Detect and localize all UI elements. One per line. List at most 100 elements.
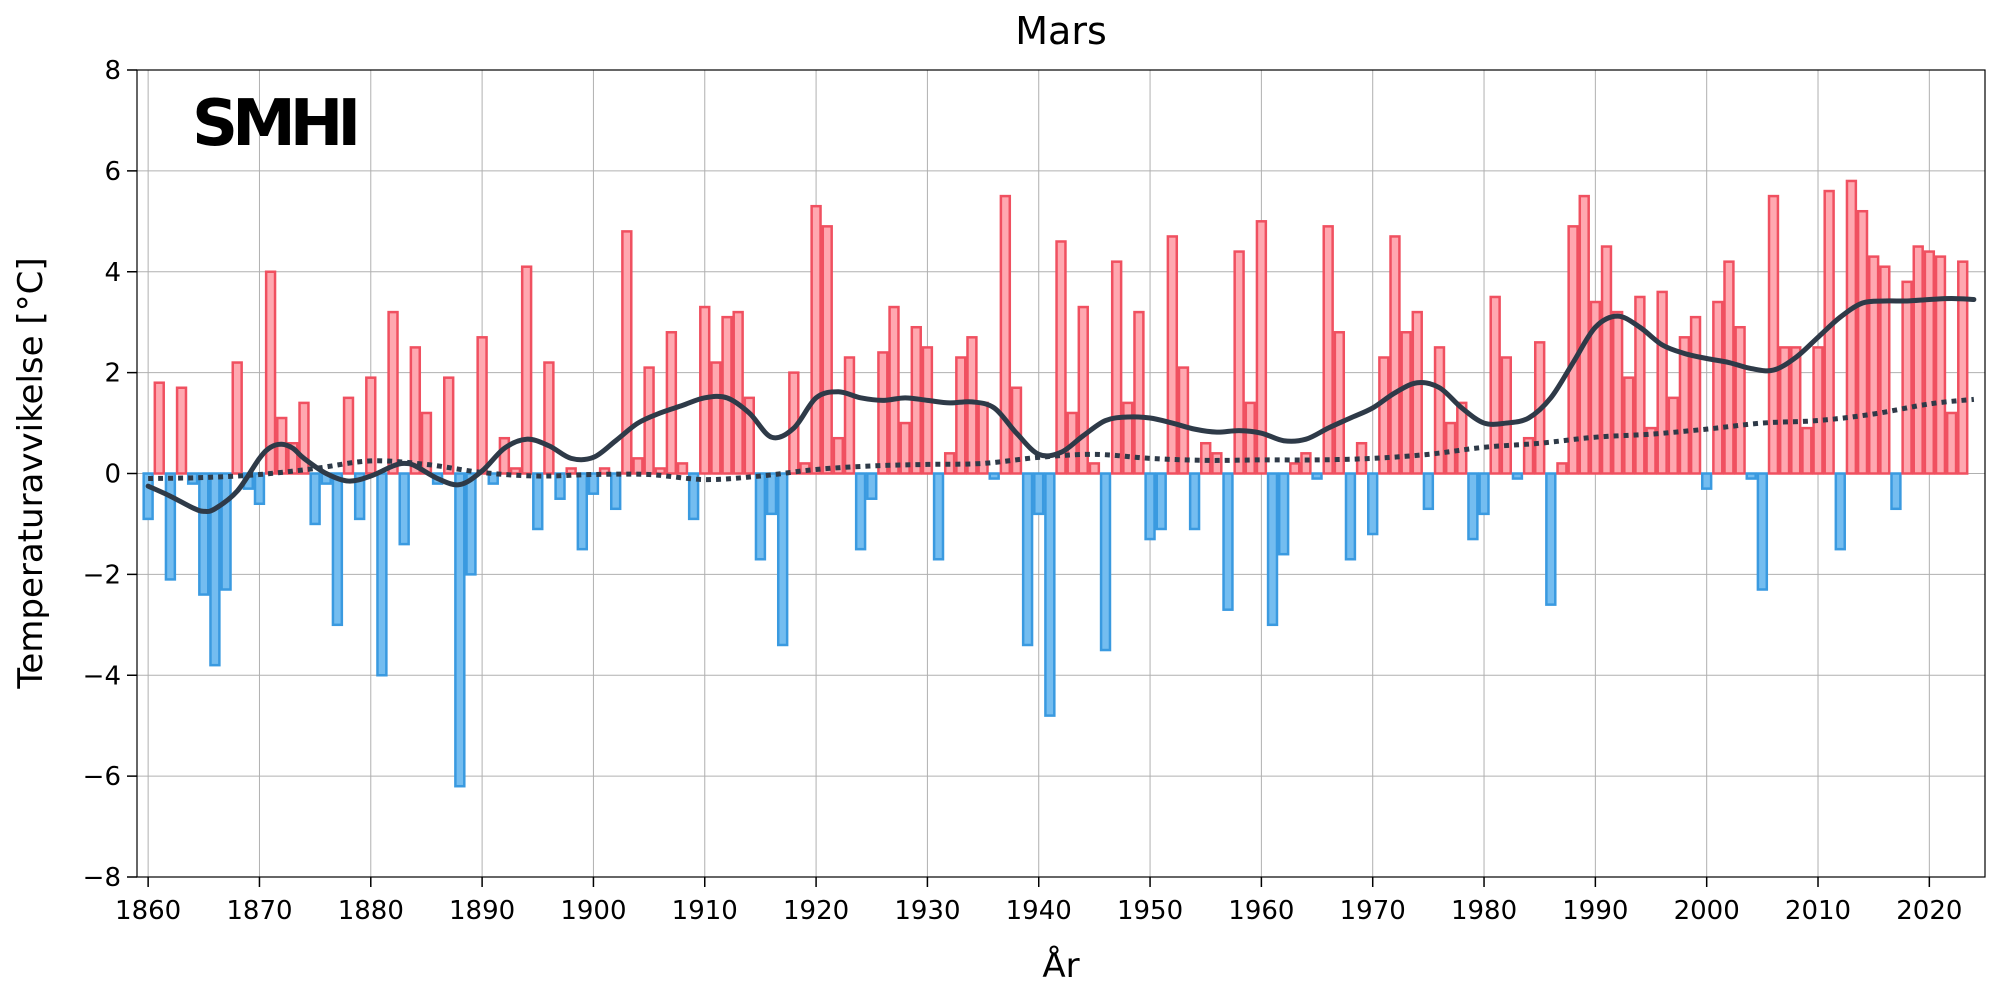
- bar-1930: [921, 346, 934, 475]
- line-series: [145, 295, 1977, 514]
- bar-1879: [353, 472, 366, 521]
- bar-1993: [1623, 376, 1635, 475]
- x-tick-label: 1890: [449, 896, 515, 926]
- bar-2014: [1856, 209, 1869, 475]
- bar-2012: [1834, 472, 1846, 551]
- bar-1950: [1144, 472, 1156, 541]
- smhi-logo: SMHI: [192, 87, 355, 161]
- bar-1917: [776, 472, 789, 647]
- bar-1920: [810, 204, 822, 475]
- x-tick-label: 1910: [672, 896, 738, 926]
- bar-1939: [1021, 472, 1034, 647]
- bar-1883: [398, 472, 410, 546]
- bar-1960: [1255, 220, 1268, 475]
- bar-2000: [1700, 472, 1713, 490]
- x-tick-label: 1970: [1340, 896, 1406, 926]
- y-tick-label: 6: [104, 157, 121, 187]
- bar-1978: [1456, 401, 1468, 475]
- bar-1941: [1044, 472, 1056, 717]
- bar-1981: [1489, 295, 1501, 475]
- bar-1942: [1055, 240, 1067, 475]
- bar-2005: [1756, 472, 1769, 591]
- smoothed-line: [145, 295, 1977, 514]
- bar-1931: [932, 472, 945, 561]
- bar-1983: [1511, 472, 1524, 480]
- chart-title: Mars: [1015, 9, 1107, 53]
- x-tick-label: 1860: [115, 896, 181, 926]
- bar-1967: [1333, 331, 1346, 475]
- bar-1916: [765, 472, 778, 516]
- x-tick-label: 1990: [1562, 896, 1628, 926]
- bar-1891: [487, 472, 499, 485]
- bar-1954: [1188, 472, 1201, 531]
- bar-1925: [866, 472, 878, 500]
- bar-1974: [1411, 310, 1423, 475]
- y-tick-label: −8: [83, 863, 121, 893]
- bar-1999: [1689, 315, 1702, 475]
- bar-1887: [443, 376, 455, 475]
- bar-1936: [988, 472, 1000, 480]
- bar-2003: [1734, 325, 1746, 475]
- bar-1874: [298, 401, 310, 475]
- bar-1915: [754, 472, 767, 561]
- y-tick-label: 8: [104, 56, 121, 86]
- bar-1964: [1300, 452, 1312, 475]
- bar-1870: [253, 472, 266, 506]
- bar-1881: [376, 472, 388, 677]
- x-tick-label: 1930: [894, 896, 960, 926]
- bar-1976: [1433, 346, 1446, 475]
- bar-1998: [1678, 336, 1691, 475]
- bar-2022: [1945, 411, 1958, 475]
- x-tick-label: 1950: [1117, 896, 1183, 926]
- bar-1980: [1478, 472, 1490, 516]
- bar-2006: [1767, 194, 1780, 475]
- bar-1948: [1122, 401, 1134, 475]
- bar-1973: [1400, 331, 1412, 475]
- bar-1904: [632, 457, 644, 475]
- bar-1949: [1133, 310, 1145, 475]
- bar-2017: [1890, 472, 1902, 511]
- bar-1990: [1589, 300, 1602, 475]
- bar-1894: [520, 265, 533, 475]
- bar-1986: [1545, 472, 1557, 606]
- bar-1863: [175, 386, 188, 475]
- bar-1933: [955, 356, 967, 475]
- bar-1909: [687, 472, 700, 521]
- bar-1959: [1244, 401, 1256, 475]
- bar-1899: [576, 472, 589, 551]
- bar-1893: [509, 467, 522, 475]
- bar-series: [142, 179, 1969, 788]
- bar-1860: [142, 472, 154, 521]
- x-tick-label: 1870: [226, 896, 292, 926]
- bar-1991: [1600, 245, 1613, 475]
- y-tick-label: −6: [83, 762, 121, 792]
- bar-1987: [1556, 462, 1568, 475]
- bar-2009: [1801, 426, 1813, 475]
- bar-2016: [1879, 265, 1891, 475]
- trend-line: [148, 396, 1975, 483]
- bar-1979: [1467, 472, 1479, 541]
- bar-2023: [1957, 260, 1969, 475]
- bar-1907: [665, 331, 678, 475]
- bar-1953: [1177, 366, 1190, 475]
- x-tick-label: 2010: [1785, 896, 1851, 926]
- bar-1934: [966, 336, 978, 475]
- y-tick-label: −2: [83, 560, 121, 590]
- y-axis-ticks: −8 −6 −4 −2 0 2 4 6 8: [83, 56, 137, 893]
- bar-1975: [1422, 472, 1435, 511]
- y-tick-label: 0: [104, 460, 121, 490]
- bar-1927: [888, 305, 900, 475]
- x-tick-label: 1900: [560, 896, 626, 926]
- x-axis-label: År: [1042, 945, 1079, 986]
- y-tick-label: −4: [83, 661, 121, 691]
- bar-1898: [565, 467, 577, 475]
- bar-1877: [331, 472, 344, 627]
- bar-1956: [1211, 452, 1223, 475]
- bar-1958: [1233, 250, 1245, 475]
- bar-1895: [532, 472, 544, 531]
- bar-1926: [877, 351, 889, 475]
- bar-1928: [899, 421, 911, 475]
- bar-1914: [743, 396, 755, 475]
- bar-1910: [699, 305, 711, 475]
